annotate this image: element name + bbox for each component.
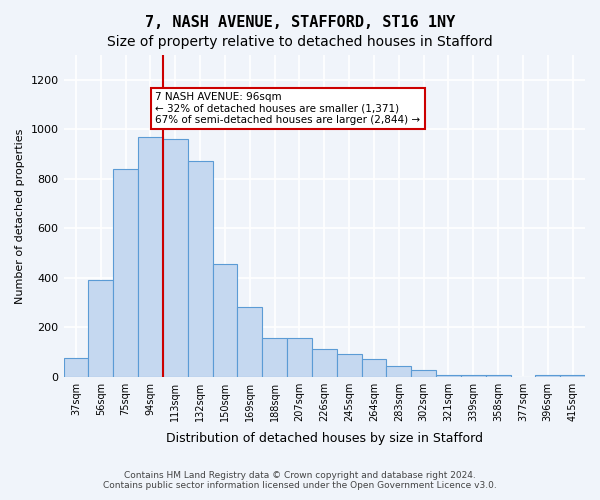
Bar <box>262 338 287 376</box>
Text: 7 NASH AVENUE: 96sqm
← 32% of detached houses are smaller (1,371)
67% of semi-de: 7 NASH AVENUE: 96sqm ← 32% of detached h… <box>155 92 421 126</box>
Y-axis label: Number of detached properties: Number of detached properties <box>15 128 25 304</box>
Text: Contains HM Land Registry data © Crown copyright and database right 2024.
Contai: Contains HM Land Registry data © Crown c… <box>103 470 497 490</box>
Bar <box>287 338 312 376</box>
Bar <box>113 169 138 376</box>
Bar <box>88 280 113 376</box>
Bar <box>386 366 411 376</box>
Bar <box>362 360 386 376</box>
Bar <box>238 308 262 376</box>
X-axis label: Distribution of detached houses by size in Stafford: Distribution of detached houses by size … <box>166 432 483 445</box>
Bar <box>188 162 212 376</box>
Bar <box>163 139 188 376</box>
Bar <box>138 136 163 376</box>
Text: Size of property relative to detached houses in Stafford: Size of property relative to detached ho… <box>107 35 493 49</box>
Text: 7, NASH AVENUE, STAFFORD, ST16 1NY: 7, NASH AVENUE, STAFFORD, ST16 1NY <box>145 15 455 30</box>
Bar <box>411 370 436 376</box>
Bar <box>312 350 337 376</box>
Bar <box>64 358 88 376</box>
Bar <box>212 264 238 376</box>
Bar <box>337 354 362 376</box>
